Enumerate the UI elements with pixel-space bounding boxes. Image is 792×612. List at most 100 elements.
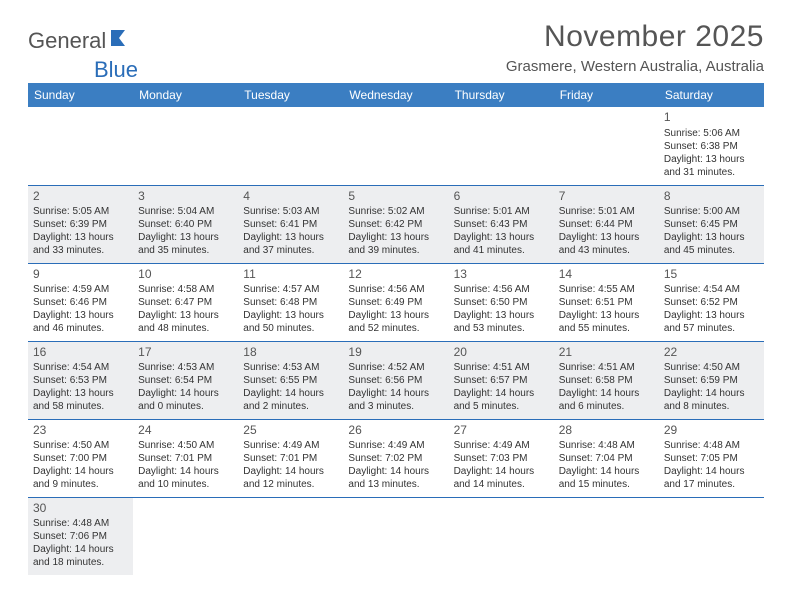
calendar-empty-cell (133, 107, 238, 185)
calendar-week-row: 9Sunrise: 4:59 AMSunset: 6:46 PMDaylight… (28, 263, 764, 341)
sunrise-text: Sunrise: 4:50 AM (33, 439, 128, 452)
logo-text-general: General (28, 28, 106, 54)
daylight-text: Daylight: 14 hours (243, 465, 338, 478)
daylight-text: and 52 minutes. (348, 322, 443, 335)
calendar-empty-cell (449, 497, 554, 575)
calendar-empty-cell (238, 497, 343, 575)
calendar-day-cell: 9Sunrise: 4:59 AMSunset: 6:46 PMDaylight… (28, 263, 133, 341)
daylight-text: Daylight: 13 hours (664, 309, 759, 322)
day-number: 18 (243, 345, 338, 361)
weekday-header: Friday (554, 83, 659, 107)
sunset-text: Sunset: 6:43 PM (454, 218, 549, 231)
daylight-text: Daylight: 14 hours (138, 387, 233, 400)
day-number: 12 (348, 267, 443, 283)
sunset-text: Sunset: 6:59 PM (664, 374, 759, 387)
sunrise-text: Sunrise: 4:54 AM (33, 361, 128, 374)
calendar-day-cell: 25Sunrise: 4:49 AMSunset: 7:01 PMDayligh… (238, 419, 343, 497)
sunset-text: Sunset: 6:42 PM (348, 218, 443, 231)
calendar-day-cell: 5Sunrise: 5:02 AMSunset: 6:42 PMDaylight… (343, 185, 448, 263)
sunset-text: Sunset: 7:01 PM (243, 452, 338, 465)
daylight-text: and 33 minutes. (33, 244, 128, 257)
day-number: 28 (559, 423, 654, 439)
sunset-text: Sunset: 6:44 PM (559, 218, 654, 231)
calendar-day-cell: 15Sunrise: 4:54 AMSunset: 6:52 PMDayligh… (659, 263, 764, 341)
daylight-text: and 2 minutes. (243, 400, 338, 413)
daylight-text: Daylight: 14 hours (33, 465, 128, 478)
calendar-empty-cell (343, 107, 448, 185)
sunset-text: Sunset: 6:52 PM (664, 296, 759, 309)
calendar-empty-cell (554, 107, 659, 185)
day-number: 13 (454, 267, 549, 283)
sunrise-text: Sunrise: 4:50 AM (664, 361, 759, 374)
daylight-text: Daylight: 13 hours (243, 231, 338, 244)
day-number: 17 (138, 345, 233, 361)
daylight-text: Daylight: 13 hours (33, 231, 128, 244)
day-number: 21 (559, 345, 654, 361)
sunset-text: Sunset: 6:39 PM (33, 218, 128, 231)
sunrise-text: Sunrise: 4:49 AM (454, 439, 549, 452)
sunrise-text: Sunrise: 5:05 AM (33, 205, 128, 218)
calendar-week-row: 2Sunrise: 5:05 AMSunset: 6:39 PMDaylight… (28, 185, 764, 263)
daylight-text: and 57 minutes. (664, 322, 759, 335)
sunset-text: Sunset: 6:47 PM (138, 296, 233, 309)
sunset-text: Sunset: 6:58 PM (559, 374, 654, 387)
sunset-text: Sunset: 7:02 PM (348, 452, 443, 465)
calendar-day-cell: 24Sunrise: 4:50 AMSunset: 7:01 PMDayligh… (133, 419, 238, 497)
daylight-text: Daylight: 14 hours (348, 465, 443, 478)
calendar-day-cell: 8Sunrise: 5:00 AMSunset: 6:45 PMDaylight… (659, 185, 764, 263)
sunset-text: Sunset: 6:53 PM (33, 374, 128, 387)
daylight-text: and 9 minutes. (33, 478, 128, 491)
sunset-text: Sunset: 6:40 PM (138, 218, 233, 231)
sunrise-text: Sunrise: 4:59 AM (33, 283, 128, 296)
calendar-day-cell: 29Sunrise: 4:48 AMSunset: 7:05 PMDayligh… (659, 419, 764, 497)
daylight-text: Daylight: 13 hours (664, 231, 759, 244)
day-number: 4 (243, 189, 338, 205)
sunrise-text: Sunrise: 4:50 AM (138, 439, 233, 452)
daylight-text: and 41 minutes. (454, 244, 549, 257)
calendar-day-cell: 27Sunrise: 4:49 AMSunset: 7:03 PMDayligh… (449, 419, 554, 497)
logo: General (28, 20, 133, 54)
day-number: 29 (664, 423, 759, 439)
weekday-header: Tuesday (238, 83, 343, 107)
daylight-text: and 58 minutes. (33, 400, 128, 413)
calendar-day-cell: 6Sunrise: 5:01 AMSunset: 6:43 PMDaylight… (449, 185, 554, 263)
day-number: 20 (454, 345, 549, 361)
sunrise-text: Sunrise: 5:00 AM (664, 205, 759, 218)
calendar-empty-cell (133, 497, 238, 575)
daylight-text: Daylight: 14 hours (559, 387, 654, 400)
day-number: 16 (33, 345, 128, 361)
daylight-text: Daylight: 13 hours (243, 309, 338, 322)
daylight-text: Daylight: 13 hours (559, 309, 654, 322)
daylight-text: Daylight: 14 hours (243, 387, 338, 400)
calendar-day-cell: 21Sunrise: 4:51 AMSunset: 6:58 PMDayligh… (554, 341, 659, 419)
sunrise-text: Sunrise: 4:57 AM (243, 283, 338, 296)
calendar-day-cell: 7Sunrise: 5:01 AMSunset: 6:44 PMDaylight… (554, 185, 659, 263)
sunrise-text: Sunrise: 4:48 AM (664, 439, 759, 452)
calendar-day-cell: 3Sunrise: 5:04 AMSunset: 6:40 PMDaylight… (133, 185, 238, 263)
calendar-empty-cell (554, 497, 659, 575)
weekday-header: Sunday (28, 83, 133, 107)
calendar-empty-cell (449, 107, 554, 185)
sunset-text: Sunset: 6:51 PM (559, 296, 654, 309)
daylight-text: and 45 minutes. (664, 244, 759, 257)
calendar-day-cell: 14Sunrise: 4:55 AMSunset: 6:51 PMDayligh… (554, 263, 659, 341)
daylight-text: and 37 minutes. (243, 244, 338, 257)
sunset-text: Sunset: 7:00 PM (33, 452, 128, 465)
daylight-text: and 18 minutes. (33, 556, 128, 569)
calendar-day-cell: 12Sunrise: 4:56 AMSunset: 6:49 PMDayligh… (343, 263, 448, 341)
day-number: 7 (559, 189, 654, 205)
calendar-day-cell: 2Sunrise: 5:05 AMSunset: 6:39 PMDaylight… (28, 185, 133, 263)
daylight-text: and 53 minutes. (454, 322, 549, 335)
calendar-week-row: 30Sunrise: 4:48 AMSunset: 7:06 PMDayligh… (28, 497, 764, 575)
day-number: 30 (33, 501, 128, 517)
day-number: 25 (243, 423, 338, 439)
daylight-text: Daylight: 14 hours (559, 465, 654, 478)
calendar-day-cell: 28Sunrise: 4:48 AMSunset: 7:04 PMDayligh… (554, 419, 659, 497)
calendar-day-cell: 22Sunrise: 4:50 AMSunset: 6:59 PMDayligh… (659, 341, 764, 419)
daylight-text: and 50 minutes. (243, 322, 338, 335)
daylight-text: Daylight: 13 hours (33, 387, 128, 400)
calendar-day-cell: 1Sunrise: 5:06 AMSunset: 6:38 PMDaylight… (659, 107, 764, 185)
sunset-text: Sunset: 6:48 PM (243, 296, 338, 309)
sunset-text: Sunset: 6:54 PM (138, 374, 233, 387)
daylight-text: and 35 minutes. (138, 244, 233, 257)
